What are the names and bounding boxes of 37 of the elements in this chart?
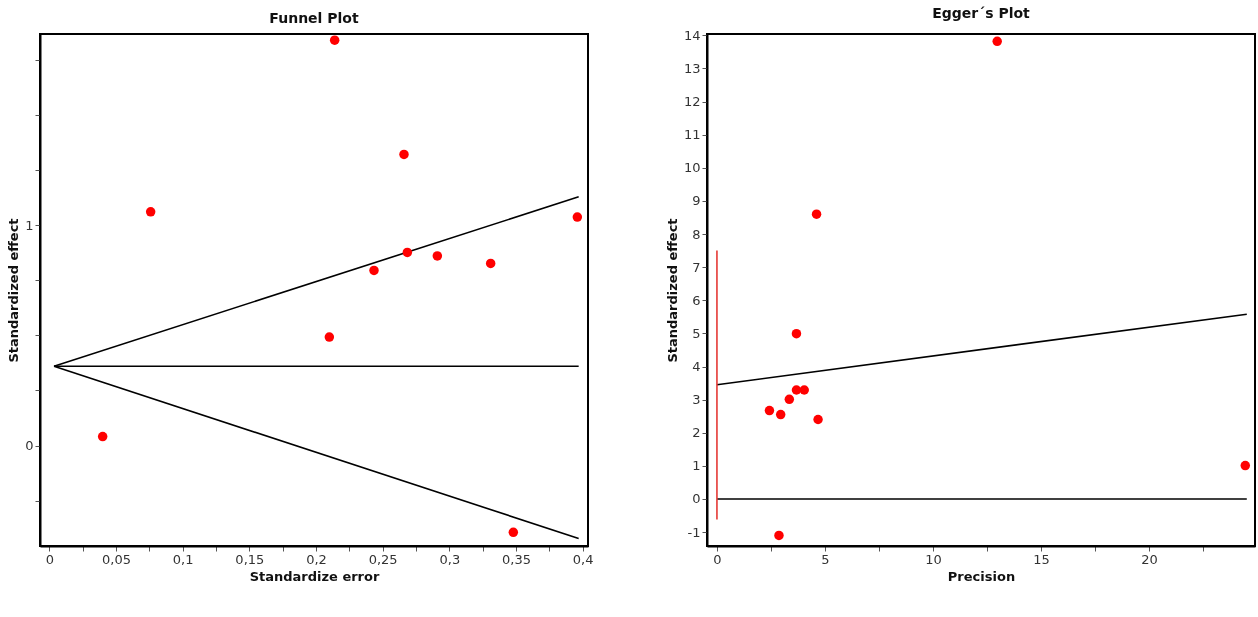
x-tick-label: 0 bbox=[45, 551, 54, 567]
y-tick-label: 13 bbox=[683, 60, 701, 76]
x-tick-label: 0,2 bbox=[306, 551, 327, 567]
y-axis-title: Standardized effect bbox=[6, 218, 22, 363]
x-tick-label: 0 bbox=[713, 551, 722, 567]
y-tick-label: 0 bbox=[692, 491, 701, 507]
x-tick-label: 0,35 bbox=[502, 551, 531, 567]
x-tick-label: 0,3 bbox=[439, 551, 461, 567]
x-tick-label: 0,4 bbox=[572, 551, 594, 567]
y-axis-title: Standardized effect bbox=[664, 218, 680, 363]
y-tick-label: 1 bbox=[692, 458, 701, 474]
y-tick-label: 3 bbox=[692, 392, 701, 408]
y-tick-label: 1 bbox=[25, 217, 34, 233]
y-tick-label: -1 bbox=[687, 524, 701, 540]
y-tick-label: 9 bbox=[692, 193, 701, 209]
y-tick-label: 6 bbox=[692, 292, 701, 308]
y-tick-label: 7 bbox=[692, 259, 701, 275]
y-tick-label: 5 bbox=[692, 325, 701, 341]
x-tick-label: 15 bbox=[1033, 551, 1050, 567]
y-tick-label: 2 bbox=[692, 425, 701, 441]
x-tick-label: 5 bbox=[821, 551, 830, 567]
y-tick-label: 10 bbox=[683, 160, 701, 176]
chart-title: Funnel Plot bbox=[269, 10, 359, 26]
y-tick-label: 8 bbox=[692, 226, 701, 242]
x-tick-label: 0,05 bbox=[102, 551, 131, 567]
x-tick-label: 0,1 bbox=[172, 551, 194, 567]
x-tick-label: 0,15 bbox=[235, 551, 265, 567]
chart-title: Egger´s Plot bbox=[932, 5, 1031, 22]
y-tick-label: 4 bbox=[692, 359, 701, 374]
x-axis-title: Precision bbox=[947, 568, 1016, 584]
x-axis-title: Standardize error bbox=[249, 568, 380, 584]
y-tick-label: 14 bbox=[683, 27, 701, 43]
x-tick-label: 0,25 bbox=[368, 551, 398, 567]
x-tick-label: 10 bbox=[925, 551, 942, 567]
y-tick-label: 12 bbox=[683, 94, 701, 110]
x-tick-label: 20 bbox=[1141, 551, 1158, 567]
y-tick-label: 11 bbox=[683, 127, 701, 143]
